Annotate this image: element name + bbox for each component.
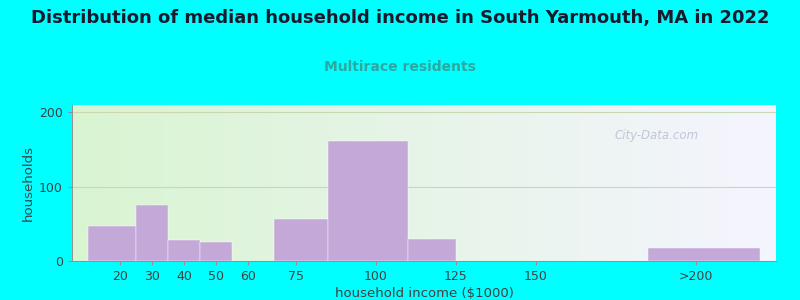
Bar xyxy=(408,239,456,261)
Bar xyxy=(168,240,200,261)
Bar xyxy=(136,205,168,261)
Text: City-Data.com: City-Data.com xyxy=(614,129,698,142)
Bar xyxy=(88,226,136,261)
Text: Multirace residents: Multirace residents xyxy=(324,60,476,74)
Text: Distribution of median household income in South Yarmouth, MA in 2022: Distribution of median household income … xyxy=(30,9,770,27)
Bar xyxy=(274,219,328,261)
Bar xyxy=(648,248,760,261)
Y-axis label: households: households xyxy=(22,145,35,221)
X-axis label: household income ($1000): household income ($1000) xyxy=(334,287,514,300)
Bar xyxy=(200,242,232,261)
Bar xyxy=(328,141,408,261)
